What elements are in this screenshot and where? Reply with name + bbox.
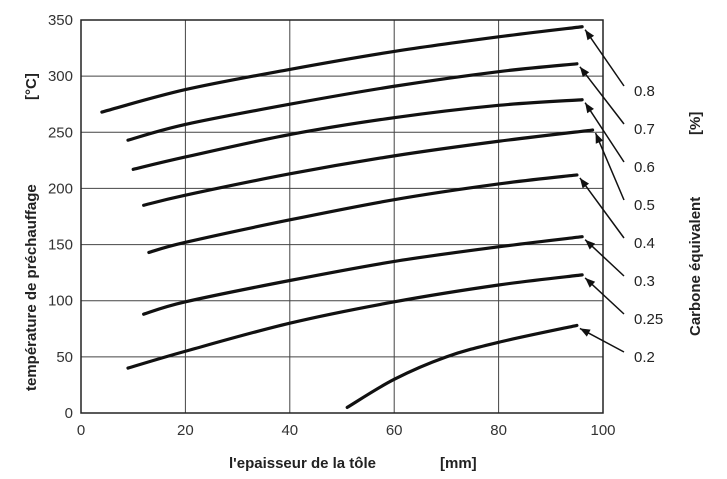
series-line-0.8	[100, 25, 584, 114]
arrow-line-0.6	[584, 102, 625, 163]
series-label-0.6: 0.6	[634, 159, 655, 176]
series-line-0.5	[142, 128, 595, 207]
right-axis-unit: [%]	[687, 112, 704, 135]
arrow-line-0.4	[579, 177, 625, 239]
series-label-0.4: 0.4	[634, 235, 655, 252]
series-line-0.25	[126, 273, 584, 370]
series-label-0.25: 0.25	[634, 311, 663, 328]
arrow-head-0.3	[585, 239, 596, 250]
y-tick-label: 100	[48, 293, 73, 310]
series-line-0.2	[345, 323, 579, 409]
y-tick-labels: 0 50 100 150 200 250 300 350	[48, 12, 73, 422]
x-tick-label: 0	[77, 422, 85, 439]
y-tick-label: 300	[48, 68, 73, 85]
right-axis-title: Carbone équivalent	[687, 197, 704, 336]
y-tick-label: 200	[48, 180, 73, 197]
x-tick-labels: 0 20 40 60 80 100	[77, 422, 616, 439]
x-tick-label: 40	[281, 422, 298, 439]
grid-lines	[80, 19, 604, 414]
arrow-head-0.2	[579, 328, 591, 337]
series-lines	[100, 25, 595, 409]
arrow-head-0.25	[585, 277, 596, 288]
series-line-0.4	[147, 173, 579, 255]
y-tick-label: 0	[65, 405, 73, 422]
x-tick-label: 100	[590, 422, 615, 439]
series-label-0.8: 0.8	[634, 83, 655, 100]
series-labels: 0.8 0.7 0.6 0.5 0.4 0.3 0.25 0.2	[634, 83, 663, 366]
plot-frame	[80, 19, 604, 414]
series-label-0.7: 0.7	[634, 121, 655, 138]
x-tick-label: 80	[490, 422, 507, 439]
arrow-line-0.7	[579, 66, 625, 125]
y-tick-label: 150	[48, 237, 73, 254]
y-tick-label: 50	[56, 349, 73, 366]
series-arrows	[579, 29, 625, 353]
x-axis-title: l'epaisseur de la tôle	[229, 455, 376, 472]
y-axis-title: température de préchauffage	[23, 184, 40, 391]
series-label-0.2: 0.2	[634, 349, 655, 366]
arrow-head-0.7	[579, 66, 590, 78]
arrow-line-0.5	[594, 132, 625, 201]
series-line-0.3	[142, 235, 584, 316]
x-tick-label: 20	[177, 422, 194, 439]
arrow-head-0.6	[585, 102, 594, 114]
series-label-0.5: 0.5	[634, 197, 655, 214]
series-line-0.6	[131, 98, 584, 171]
y-tick-label: 350	[48, 12, 73, 29]
arrow-head-0.4	[579, 177, 590, 189]
arrow-head-0.5	[595, 133, 604, 144]
x-axis-unit: [mm]	[440, 455, 477, 472]
series-line-0.7	[126, 62, 579, 142]
arrow-line-0.8	[584, 29, 625, 87]
y-tick-label: 250	[48, 124, 73, 141]
series-label-0.3: 0.3	[634, 273, 655, 290]
x-tick-label: 60	[386, 422, 403, 439]
y-axis-unit: [°C]	[23, 73, 40, 100]
arrow-head-0.8	[585, 29, 595, 41]
